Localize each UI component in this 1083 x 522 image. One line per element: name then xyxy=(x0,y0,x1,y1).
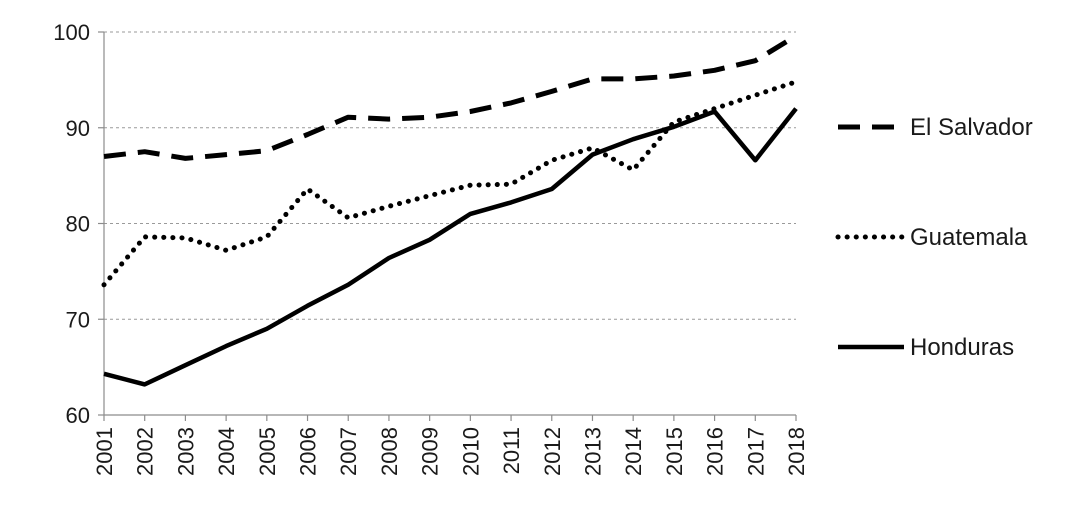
x-tick-label: 2008 xyxy=(377,427,402,476)
x-tick-label: 2001 xyxy=(92,427,117,476)
series-line-el-salvador xyxy=(103,33,798,161)
x-tick-label: 2013 xyxy=(580,427,605,476)
x-tick-label: 2005 xyxy=(255,427,280,476)
x-tick-label: 2016 xyxy=(703,427,728,476)
x-tick-label: 2017 xyxy=(743,427,768,476)
y-tick-label: 60 xyxy=(66,403,90,428)
gridlines xyxy=(104,31,796,320)
y-tick-label: 70 xyxy=(66,307,90,332)
series-lines xyxy=(101,33,799,387)
y-axis-tick-labels: 60 70 80 90 100 xyxy=(53,20,90,428)
series-line-guatemala xyxy=(101,79,799,288)
x-tick-label: 2015 xyxy=(662,427,687,476)
x-tick-label: 2003 xyxy=(173,427,198,476)
legend-label: Honduras xyxy=(910,334,1014,361)
x-tick-label: 2009 xyxy=(418,427,443,476)
axes xyxy=(98,31,797,421)
x-tick-label: 2002 xyxy=(133,427,158,476)
x-tick-label: 2012 xyxy=(540,427,565,476)
legend-label: Guatemala xyxy=(910,224,1028,251)
x-tick-label: 2010 xyxy=(458,427,483,476)
legend: El Salvador Guatemala Honduras xyxy=(835,114,1033,361)
series-line-honduras xyxy=(103,107,798,387)
legend-item-guatemala: Guatemala xyxy=(835,224,1028,251)
x-tick-label: 2014 xyxy=(621,427,646,476)
legend-label: El Salvador xyxy=(910,114,1033,141)
legend-item-el-salvador: El Salvador xyxy=(838,114,1033,141)
y-tick-label: 80 xyxy=(66,212,90,237)
x-tick-label: 2011 xyxy=(499,427,524,474)
x-tick-label: 2004 xyxy=(214,427,239,476)
x-tick-label: 2006 xyxy=(296,427,321,476)
x-tick-label: 2007 xyxy=(336,427,361,476)
x-tick-label: 2018 xyxy=(784,427,809,476)
legend-item-honduras: Honduras xyxy=(838,334,1014,361)
x-axis-tick-labels: 2001 2002 2003 2004 2005 2006 2007 2008 2009 2010… xyxy=(92,427,809,476)
y-tick-label: 90 xyxy=(66,116,90,141)
y-tick-label: 100 xyxy=(53,20,90,45)
